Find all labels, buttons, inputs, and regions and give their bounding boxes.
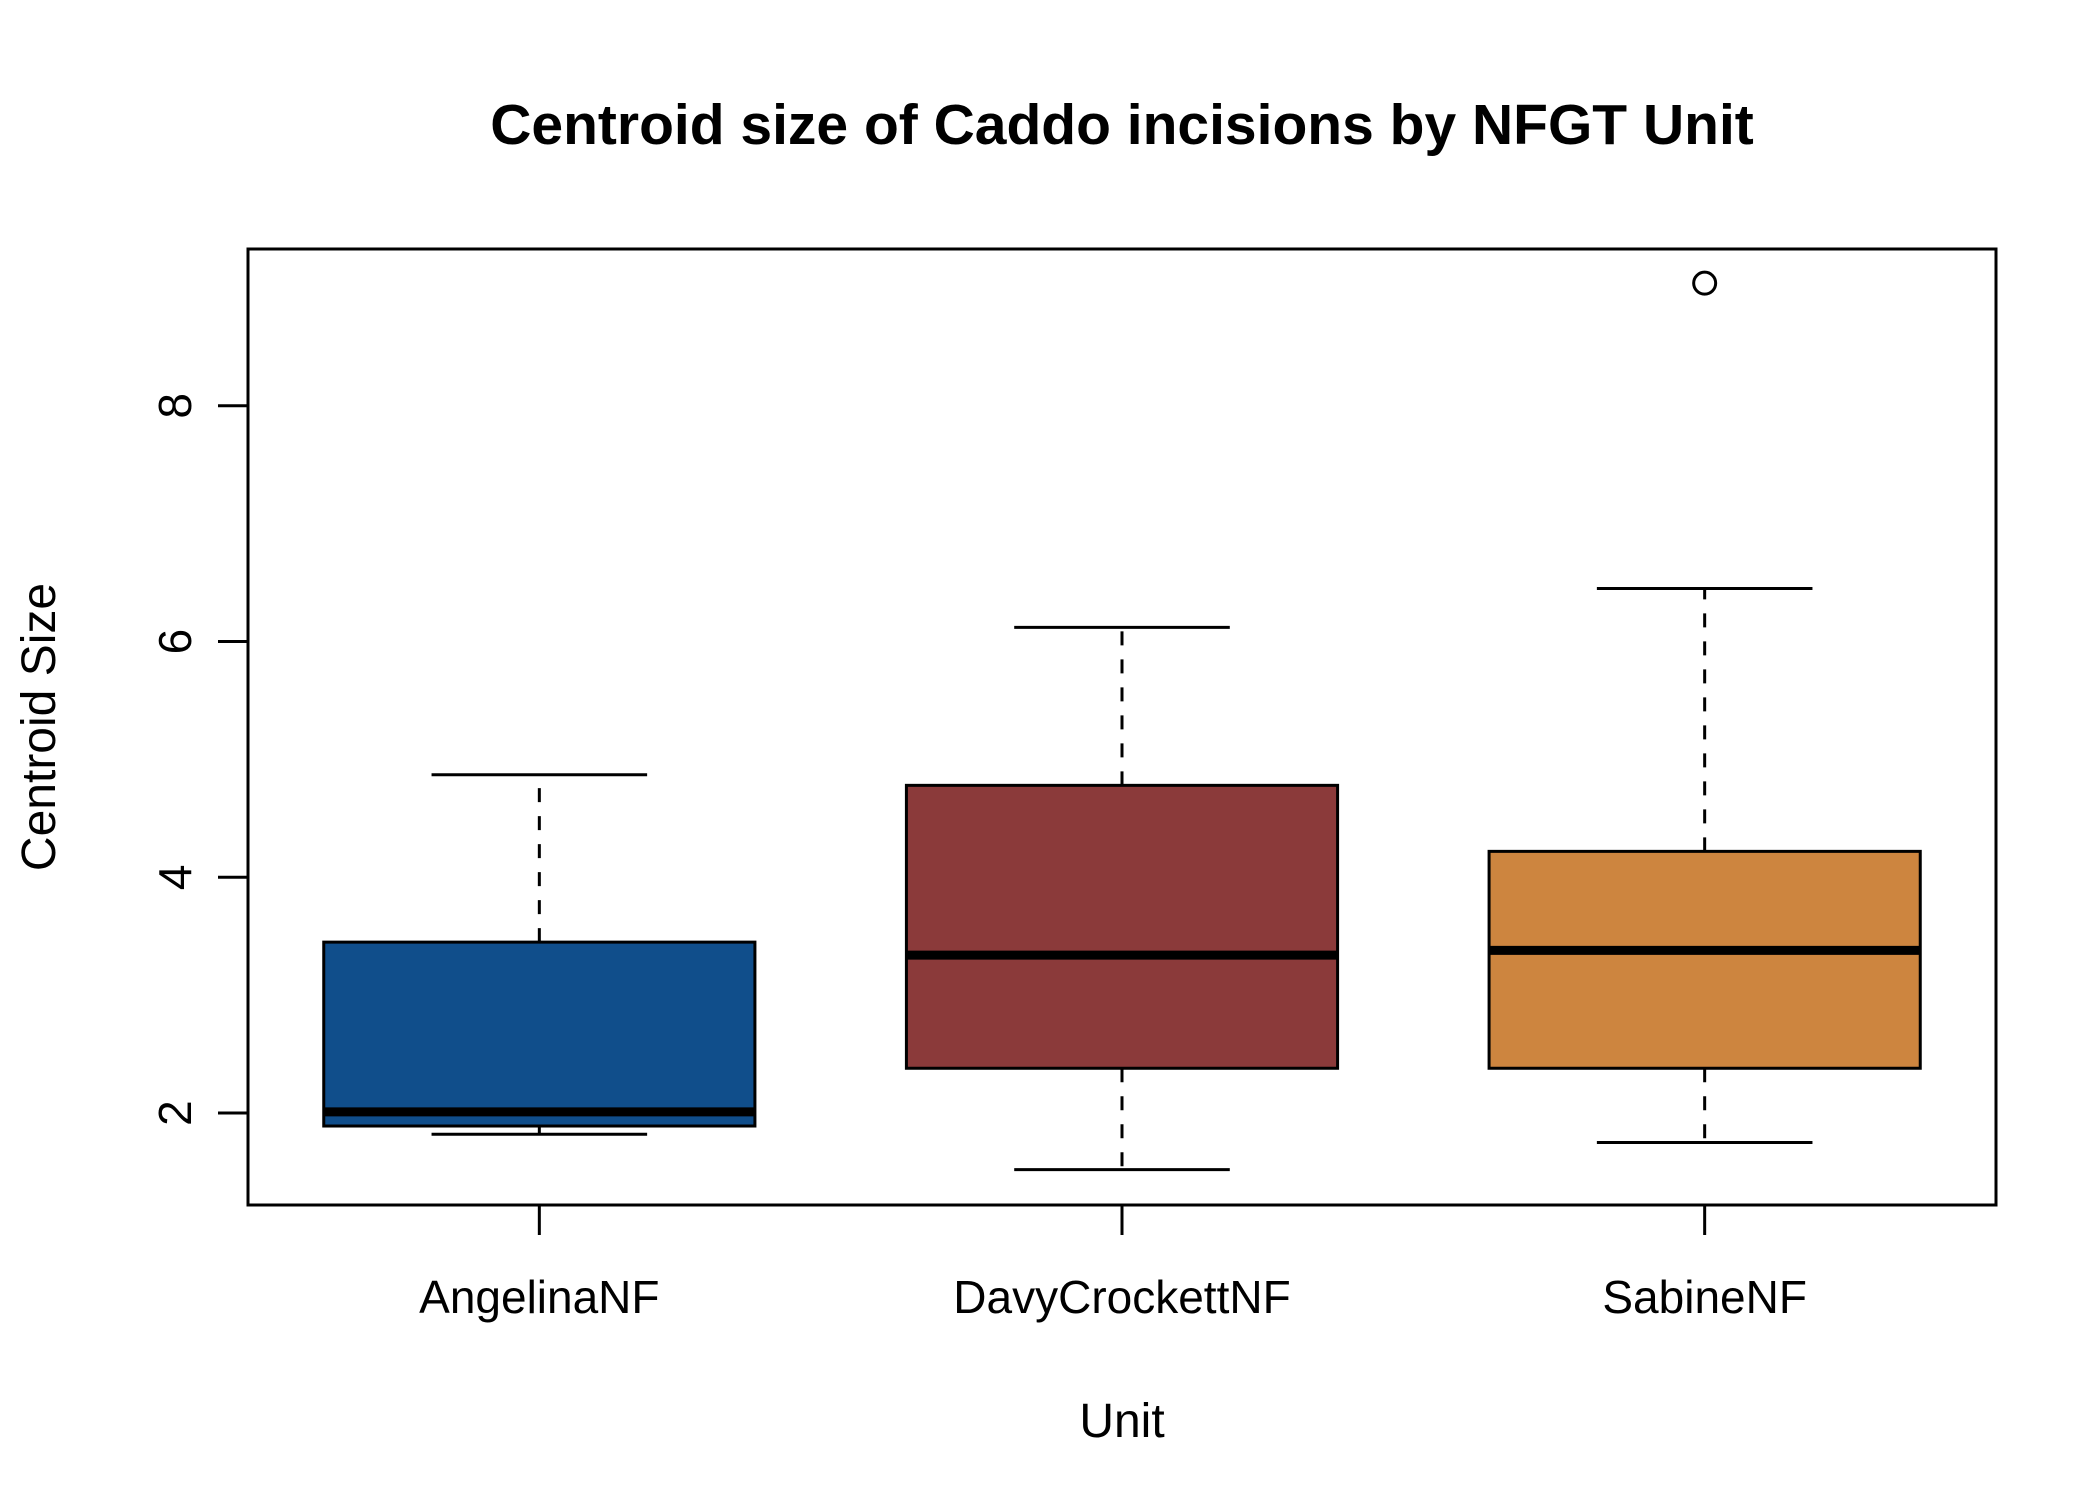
x-tick-label: DavyCrockettNF bbox=[953, 1271, 1290, 1323]
y-tick-label: 2 bbox=[149, 1100, 201, 1126]
y-tick-label: 4 bbox=[149, 864, 201, 890]
x-axis: AngelinaNF DavyCrockettNF SabineNF bbox=[419, 1205, 1807, 1323]
y-tick-label: 6 bbox=[149, 629, 201, 655]
y-axis: 2 4 6 8 bbox=[149, 393, 248, 1126]
x-tick-label: AngelinaNF bbox=[419, 1271, 659, 1323]
box-iqr bbox=[322, 940, 757, 1128]
box-iqr bbox=[904, 783, 1340, 1070]
y-axis-label: Centroid Size bbox=[13, 583, 66, 871]
box-SabineNF bbox=[1487, 270, 1922, 1145]
box-AngelinaNF bbox=[322, 773, 757, 1136]
outlier-point bbox=[1692, 270, 1718, 296]
box-DavyCrockettNF bbox=[904, 625, 1340, 1172]
x-axis-label: Unit bbox=[1079, 1395, 1164, 1448]
box-iqr bbox=[1487, 849, 1922, 1070]
chart-title: Centroid size of Caddo incisions by NFGT… bbox=[490, 93, 1754, 157]
y-tick-label: 8 bbox=[149, 393, 201, 419]
boxes bbox=[322, 270, 1922, 1172]
x-tick-label: SabineNF bbox=[1602, 1271, 1807, 1323]
